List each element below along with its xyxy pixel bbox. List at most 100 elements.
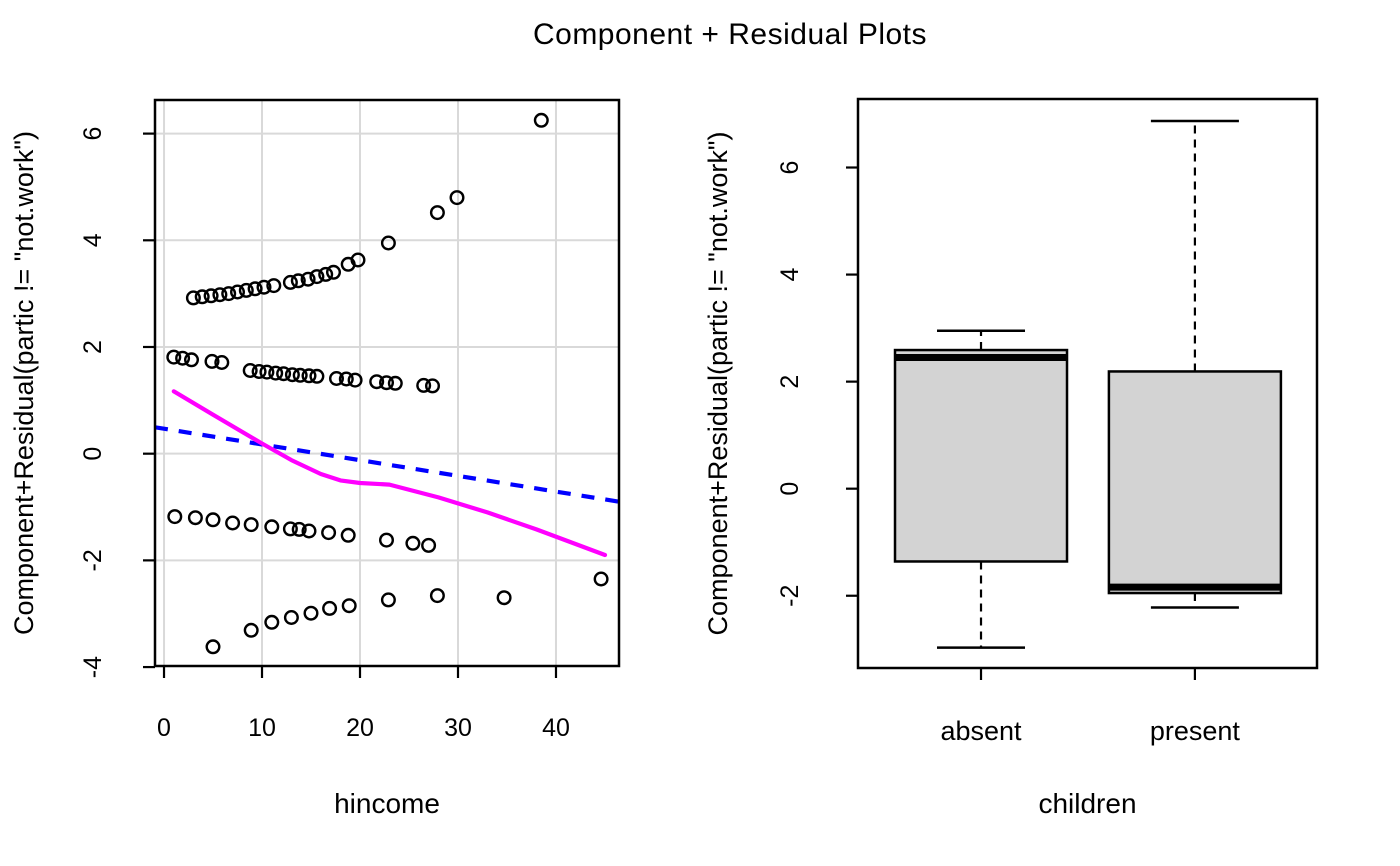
data-point xyxy=(242,363,258,379)
y-tick-label: 6 xyxy=(79,127,107,141)
y-tick-label: 2 xyxy=(776,375,804,389)
data-point xyxy=(238,282,254,298)
y-axis-label: Component+Residual(partic != "not.work") xyxy=(9,131,39,635)
data-point xyxy=(340,527,356,543)
data-point xyxy=(166,349,182,365)
data-point xyxy=(259,364,275,380)
data-point xyxy=(533,112,549,128)
data-point xyxy=(243,517,259,533)
y-tick-label: -4 xyxy=(79,656,107,678)
data-point xyxy=(282,521,298,537)
data-point xyxy=(225,515,241,531)
data-point xyxy=(284,367,300,383)
data-point xyxy=(326,264,342,280)
y-tick-label: 4 xyxy=(776,268,804,282)
data-point xyxy=(301,523,317,539)
data-point xyxy=(318,266,334,282)
y-tick-label: 0 xyxy=(776,482,804,496)
panel-hincome: 0 10 20 30 40 -4 -2 0 2 4 6 hincome Component+Residu… xyxy=(9,98,621,819)
data-point xyxy=(283,610,299,626)
data-point xyxy=(264,614,280,630)
x-tick-label: 30 xyxy=(444,714,472,742)
loess-smooth-line xyxy=(171,389,608,558)
data-point xyxy=(247,281,263,297)
data-point xyxy=(214,355,230,371)
data-point xyxy=(300,271,316,287)
data-point xyxy=(282,274,298,290)
x-tick-label: 20 xyxy=(346,714,374,742)
data-point xyxy=(203,288,219,304)
data-point xyxy=(303,605,319,621)
x-tick-label: 0 xyxy=(157,714,171,742)
data-point xyxy=(369,374,385,390)
data-point xyxy=(276,366,292,382)
data-point xyxy=(167,509,183,525)
y-tick-label: -2 xyxy=(776,585,804,607)
data-point xyxy=(350,252,366,268)
data-point xyxy=(379,375,395,391)
data-point xyxy=(329,371,345,387)
data-point xyxy=(429,205,445,221)
data-point xyxy=(268,365,284,381)
fit-lines xyxy=(155,389,619,558)
y-tick-label: 6 xyxy=(776,161,804,175)
x-axis-label: hincome xyxy=(334,788,440,819)
data-point xyxy=(266,278,282,294)
data-point xyxy=(301,368,317,384)
plot-border xyxy=(856,97,1319,670)
data-point xyxy=(429,588,445,604)
data-point xyxy=(205,639,221,655)
plot-border xyxy=(153,98,621,668)
data-point xyxy=(593,571,609,587)
data-point xyxy=(175,350,191,366)
data-point xyxy=(264,519,280,535)
data-point xyxy=(221,286,237,302)
data-point xyxy=(405,535,421,551)
data-point xyxy=(187,510,203,526)
x-tick-label: 40 xyxy=(542,714,570,742)
data-point xyxy=(204,353,220,369)
y-tick-label: 2 xyxy=(79,340,107,354)
panel-children: -2 0 2 4 6 absent present children Component+Res… xyxy=(703,97,1319,819)
data-point xyxy=(243,622,259,638)
y-tick-label: -2 xyxy=(79,549,107,571)
data-point xyxy=(347,372,363,388)
data-point xyxy=(291,521,307,537)
data-point xyxy=(321,525,337,541)
data-point xyxy=(449,190,465,206)
category-label: present xyxy=(1150,716,1241,746)
x-axis-label: children xyxy=(1038,788,1136,819)
scatter-points xyxy=(166,112,609,655)
y-axis-label: Component+Residual(partic != "not.work") xyxy=(703,132,733,636)
component-fit-line xyxy=(155,425,619,504)
data-point xyxy=(292,367,308,383)
data-point xyxy=(194,289,210,305)
data-point xyxy=(229,284,245,300)
x-tick-label: 10 xyxy=(248,714,276,742)
data-point xyxy=(309,368,325,384)
data-point xyxy=(379,532,395,548)
data-point xyxy=(205,512,221,528)
data-point xyxy=(380,592,396,608)
figure-title: Component + Residual Plots xyxy=(532,18,928,51)
data-point xyxy=(290,273,306,289)
data-point xyxy=(425,378,441,394)
iqr-box xyxy=(893,348,1069,563)
y-tick-label: 4 xyxy=(79,233,107,247)
y-tick-label: 0 xyxy=(79,447,107,461)
data-point xyxy=(380,235,396,251)
data-point xyxy=(322,600,338,616)
data-point xyxy=(251,364,267,380)
boxplot-present xyxy=(1107,119,1283,609)
data-point xyxy=(338,371,354,387)
data-point xyxy=(421,537,437,553)
category-label: absent xyxy=(940,716,1022,746)
iqr-box xyxy=(1107,370,1283,595)
data-point xyxy=(309,269,325,285)
data-point xyxy=(416,377,432,393)
data-point xyxy=(183,352,199,368)
data-point xyxy=(212,287,228,303)
data-point xyxy=(185,290,201,306)
data-point xyxy=(496,590,512,606)
